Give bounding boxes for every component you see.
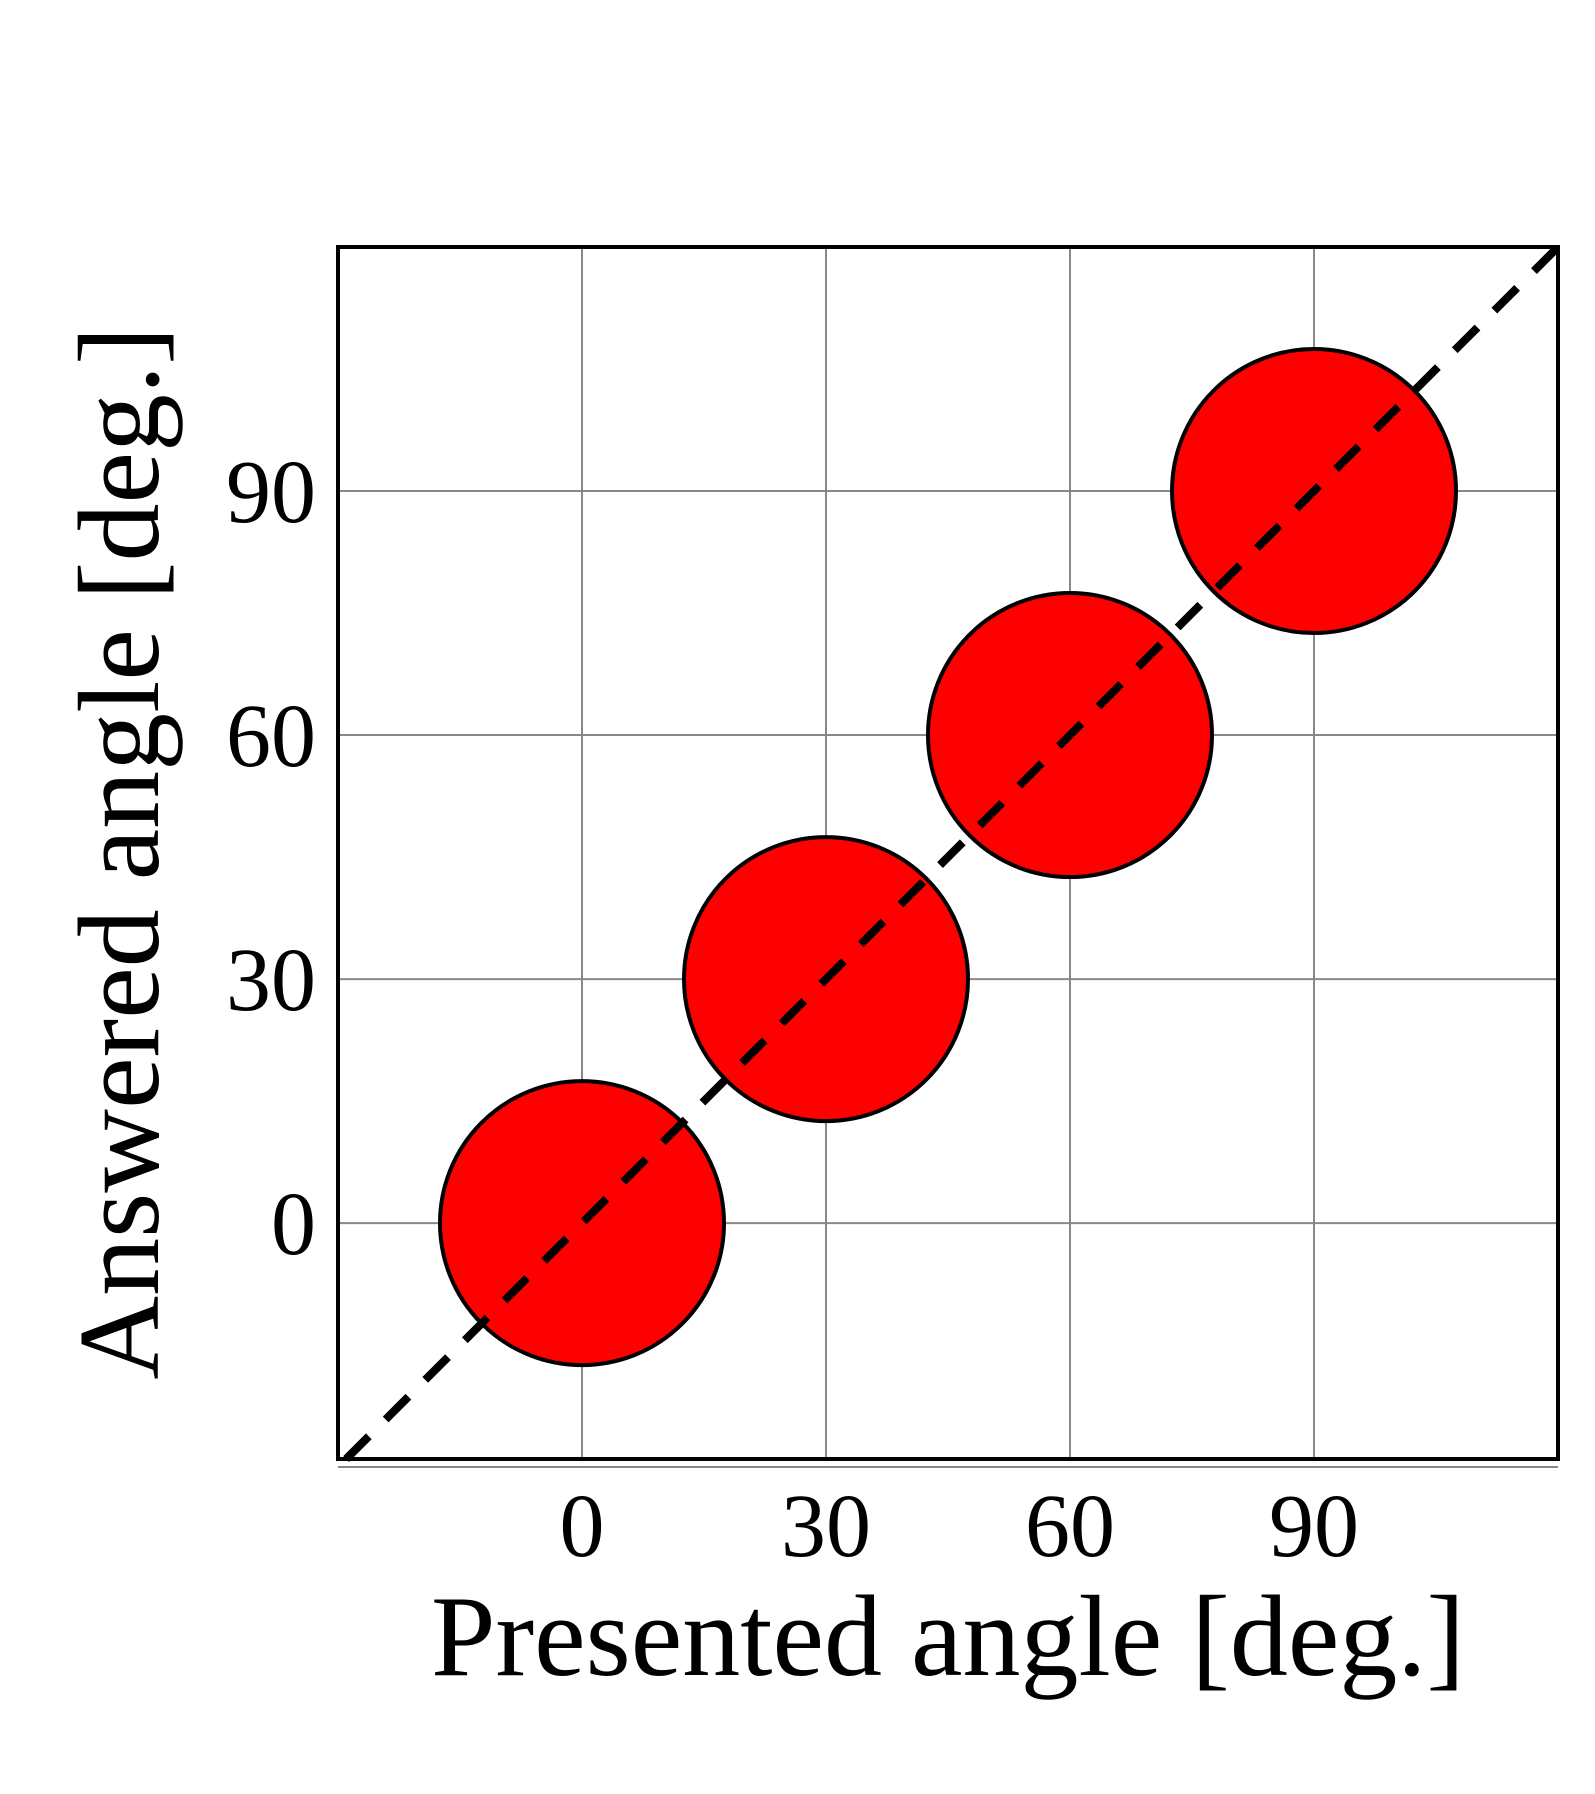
- y-tick-label: 90: [226, 443, 316, 542]
- identity-line-overlay: [343, 244, 1561, 1462]
- x-axis-title: Presented angle [deg.]: [431, 1573, 1465, 1701]
- x-tick-label: 30: [781, 1477, 871, 1576]
- y-tick-label: 0: [271, 1175, 316, 1274]
- x-tick-label: 90: [1269, 1477, 1359, 1576]
- y-tick-label: 60: [226, 687, 316, 786]
- x-tick-label: 60: [1025, 1477, 1115, 1576]
- y-tick-label: 30: [226, 931, 316, 1030]
- y-axis-title: Answered angle [deg.]: [56, 326, 184, 1379]
- plot-frame: [336, 245, 1560, 1461]
- x-tick-label: 0: [560, 1477, 605, 1576]
